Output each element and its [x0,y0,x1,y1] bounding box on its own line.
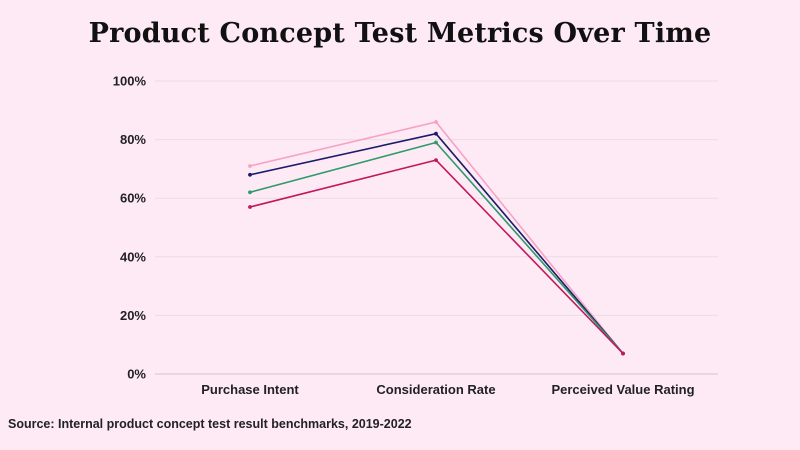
y-tick-label: 100% [113,74,147,89]
series-lines [248,120,625,356]
source-note: Source: Internal product concept test re… [8,417,412,431]
chart-title: Product Concept Test Metrics Over Time [88,18,712,49]
gridlines [155,80,718,375]
data-point [434,140,438,145]
data-point [621,351,625,356]
x-tick-label: Purchase Intent [201,382,299,397]
data-point [434,131,438,136]
data-point [248,164,252,168]
series-line-3 [249,141,624,355]
y-tick-label: 80% [120,132,146,147]
y-tick-label: 40% [120,249,146,264]
series-line-1 [249,121,624,355]
x-axis-ticks: Purchase Intent Consideration Rate Perceiv… [201,382,694,397]
x-tick-label: Consideration Rate [376,382,495,397]
data-point [248,205,252,209]
data-point [248,190,252,195]
y-tick-label: 20% [120,308,146,323]
series-line-2 [249,132,624,355]
data-point [434,120,438,124]
data-point [248,172,252,177]
y-axis-ticks: 0% 20% 40% 60% 80% 100% [113,74,147,382]
data-point [434,158,438,163]
x-tick-label: Perceived Value Rating [551,382,694,397]
y-tick-label: 60% [120,191,146,206]
y-tick-label: 0% [127,367,146,382]
